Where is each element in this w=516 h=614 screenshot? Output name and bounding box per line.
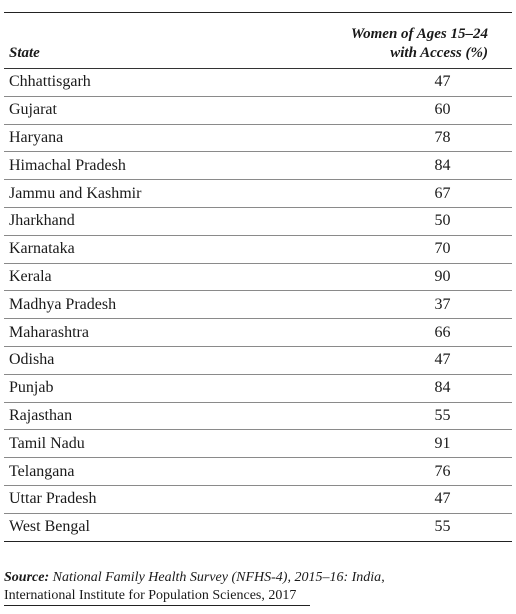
table-row: Haryana 78 [4,124,512,153]
cell-value: 47 [309,346,512,375]
table-row: Himachal Pradesh 84 [4,151,512,181]
header-value-line2: with Access (%) [390,45,488,61]
cell-state: Maharashtra [4,318,309,347]
cell-state: Madhya Pradesh [4,290,309,320]
cell-value: 50 [309,207,512,236]
table-row: West Bengal 55 [4,513,512,542]
cell-value: 60 [309,96,512,125]
cell-state: Jharkhand [4,207,309,236]
cell-value: 66 [309,318,512,347]
cell-value: 47 [309,68,512,97]
cell-value: 78 [309,124,512,153]
table-row: Uttar Pradesh 47 [4,485,512,514]
cell-state: Odisha [4,346,309,375]
cell-state: Haryana [4,124,309,153]
table-row: Karnataka 70 [4,235,512,264]
table-row: Gujarat 60 [4,96,512,125]
table-row: Punjab 84 [4,374,512,403]
cell-value: 55 [309,402,512,431]
cell-state: Chhattisgarh [4,68,309,97]
cell-state: Himachal Pradesh [4,151,309,181]
table-row: Telangana 76 [4,457,512,486]
cell-state: Uttar Pradesh [4,485,309,514]
table-header-row: State Women of Ages 15–24 with Access (%… [4,12,512,69]
header-value: Women of Ages 15–24 with Access (%) [309,12,512,69]
data-table-container: State Women of Ages 15–24 with Access (%… [4,12,512,542]
cell-value: 37 [309,290,512,320]
cell-state: Karnataka [4,235,309,264]
data-table: State Women of Ages 15–24 with Access (%… [4,12,512,542]
cell-value: 70 [309,235,512,264]
cell-value: 55 [309,513,512,542]
table-row: Maharashtra 66 [4,318,512,347]
cell-value: 90 [309,263,512,292]
table-row: Tamil Nadu 91 [4,429,512,459]
source-title: National Family Health Survey (NFHS-4), … [52,570,382,585]
cell-state: Punjab [4,374,309,403]
header-state: State [4,12,309,69]
table-row: Kerala 90 [4,263,512,292]
source-publisher: International Institute for Population S… [4,587,311,606]
table-row: Jammu and Kashmir 67 [4,179,512,208]
cell-state: Gujarat [4,96,309,125]
cell-state: Jammu and Kashmir [4,179,309,208]
table-row: Jharkhand 50 [4,207,512,236]
header-value-line1: Women of Ages 15–24 [350,26,488,42]
cell-state: Rajasthan [4,402,309,431]
cell-state: West Bengal [4,513,309,542]
source-colon: : [44,570,50,585]
table-row: Odisha 47 [4,346,512,375]
cell-value: 76 [309,457,512,486]
table-row: Rajasthan 55 [4,402,512,431]
cell-state: Telangana [4,457,309,486]
source-label: Source [4,570,45,585]
cell-value: 91 [309,429,512,459]
table-row: Madhya Pradesh 37 [4,290,512,320]
cell-value: 84 [309,151,512,181]
source-comma: , [381,570,385,585]
source-note: Source: National Family Health Survey (N… [4,569,512,606]
table-row: Chhattisgarh 47 [4,68,512,97]
cell-state: Kerala [4,263,309,292]
cell-state: Tamil Nadu [4,429,309,459]
cell-value: 84 [309,374,512,403]
table-body: Chhattisgarh 47 Gujarat 60 Haryana 78 Himachal… [4,68,512,542]
cell-value: 47 [309,485,512,514]
cell-value: 67 [309,179,512,208]
